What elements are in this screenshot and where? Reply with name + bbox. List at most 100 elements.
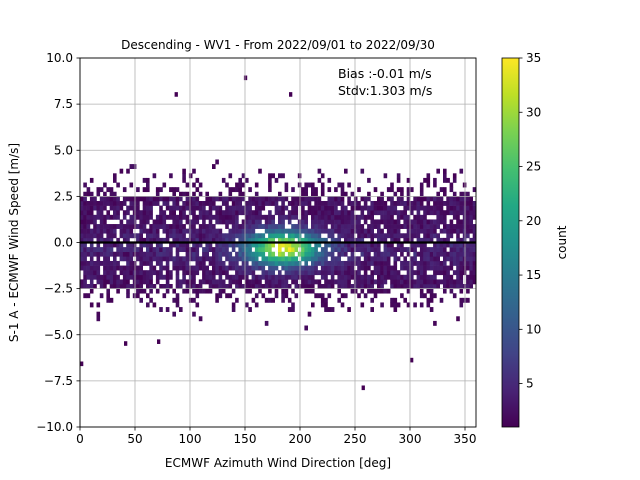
heatmap-cell [122, 210, 127, 216]
heatmap-cell [129, 233, 134, 239]
heatmap-cell [347, 274, 351, 280]
heatmap-cell [231, 288, 236, 294]
heatmap-cell [324, 224, 328, 229]
heatmap-cell [159, 247, 163, 253]
heatmap-cell [228, 173, 233, 179]
heatmap-cell [261, 270, 266, 276]
heatmap-cell [254, 247, 259, 253]
heatmap-cell [136, 200, 140, 206]
heatmap-cell [86, 224, 91, 229]
heatmap-cell [231, 205, 236, 211]
heatmap-cell [159, 242, 163, 248]
heatmap-cell [264, 320, 269, 326]
colorbar-label: count [555, 225, 569, 259]
heatmap-cell [162, 247, 167, 253]
heatmap-cell [469, 270, 473, 276]
heatmap-cell [287, 247, 292, 253]
heatmap-cell [406, 200, 411, 206]
heatmap-cell [89, 219, 94, 225]
heatmap-cell [419, 293, 424, 299]
heatmap-cell [400, 210, 404, 216]
heatmap-cell [357, 237, 361, 243]
heatmap-cell [456, 316, 460, 322]
heatmap-cell [350, 270, 355, 276]
y-tick-label: −10.0 [36, 420, 73, 434]
heatmap-cell [188, 173, 193, 179]
heatmap-cell [93, 251, 97, 257]
heatmap-cell [195, 256, 200, 262]
heatmap-cell [294, 270, 299, 276]
heatmap-cell [215, 196, 219, 202]
heatmap-cell [459, 200, 464, 206]
heatmap-cell [116, 265, 120, 271]
heatmap-cell [314, 293, 318, 299]
heatmap-cell [175, 251, 180, 257]
heatmap-cell [103, 237, 107, 243]
heatmap-cell [248, 200, 252, 206]
y-tick-label: 0.0 [54, 236, 73, 250]
heatmap-cell [287, 270, 292, 276]
heatmap-cell [446, 224, 450, 229]
heatmap-cell [212, 228, 216, 234]
heatmap-cell [423, 270, 427, 276]
heatmap-cell [268, 182, 272, 188]
heatmap-cell [294, 214, 299, 220]
heatmap-cell [413, 228, 417, 234]
heatmap-cell [89, 205, 94, 211]
heatmap-cell [330, 196, 335, 202]
heatmap-cell [406, 284, 411, 289]
heatmap-cell [169, 274, 173, 280]
heatmap-cell [377, 288, 381, 294]
heatmap-cell [403, 219, 407, 225]
heatmap-cell [452, 284, 457, 289]
heatmap-cell [126, 279, 130, 285]
heatmap-cell [89, 302, 94, 308]
heatmap-cell [367, 205, 371, 211]
heatmap-cell [245, 200, 249, 206]
heatmap-cell [268, 177, 272, 183]
heatmap-cell [205, 247, 209, 253]
heatmap-cell [426, 265, 431, 271]
heatmap-cell [330, 224, 335, 229]
heatmap-cell [159, 265, 163, 271]
heatmap-cell [433, 279, 437, 285]
heatmap-cell [278, 284, 282, 289]
heatmap-cell [314, 200, 318, 206]
heatmap-cell [353, 288, 358, 294]
heatmap-cell [472, 214, 477, 220]
heatmap-cell [126, 228, 130, 234]
heatmap-cell [304, 224, 308, 229]
heatmap-cell [337, 242, 341, 248]
heatmap-cell [248, 196, 252, 202]
heatmap-cell [251, 265, 256, 271]
heatmap-cell [228, 274, 233, 280]
heatmap-cell [370, 214, 374, 220]
heatmap-cell [142, 260, 147, 266]
heatmap-cell [307, 237, 312, 243]
heatmap-cell [136, 270, 140, 276]
heatmap-cell [245, 233, 249, 239]
heatmap-cell [423, 293, 427, 299]
heatmap-cell [185, 260, 190, 266]
heatmap-cell [205, 265, 209, 271]
heatmap-cell [344, 205, 348, 211]
heatmap-cell [83, 214, 87, 220]
heatmap-cell [370, 219, 374, 225]
heatmap-cell [185, 256, 190, 262]
heatmap-cell [142, 288, 147, 294]
heatmap-cell [410, 274, 414, 280]
heatmap-cell [377, 256, 381, 262]
heatmap-cell [113, 214, 117, 220]
heatmap-cell [192, 311, 196, 317]
heatmap-cell [96, 256, 101, 262]
heatmap-cell [152, 196, 157, 202]
heatmap-cell [297, 270, 302, 276]
heatmap-cell [116, 210, 120, 216]
heatmap-cell [225, 233, 229, 239]
heatmap-cell [258, 284, 262, 289]
heatmap-cell [311, 270, 315, 276]
heatmap-cell [83, 237, 87, 243]
heatmap-cell [152, 270, 157, 276]
heatmap-cell [152, 251, 157, 257]
heatmap-cell [436, 270, 440, 276]
